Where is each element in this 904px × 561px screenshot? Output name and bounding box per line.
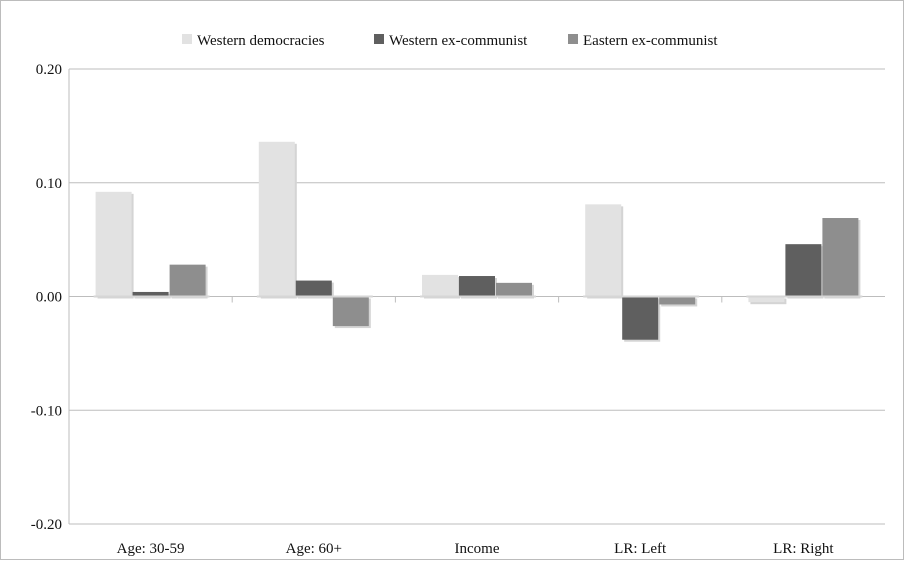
bar: [785, 244, 822, 297]
bar: [332, 296, 369, 327]
legend: Western democracies Western ex-communist E…: [182, 33, 718, 49]
bar: [132, 291, 169, 297]
bar: [622, 296, 659, 340]
bar: [258, 141, 295, 297]
x-tick-labels: Age: 30-59 Age: 60+ Income LR: Left LR: Righ…: [117, 541, 835, 557]
y-tick-label: -0.10: [31, 403, 62, 419]
bar: [422, 274, 458, 297]
y-tick-label: 0.00: [36, 290, 62, 306]
legend-label: Eastern ex-communist: [583, 33, 718, 49]
x-tick-label: Age: 30-59: [117, 541, 185, 557]
y-tick-labels: 0.20 0.10 0.00 -0.10 -0.20: [31, 62, 62, 533]
x-tick-label: Income: [455, 541, 500, 557]
legend-swatch: [568, 34, 578, 44]
legend-swatch: [182, 34, 192, 44]
bar: [822, 218, 859, 297]
legend-label: Western ex-communist: [389, 33, 528, 49]
bars: [93, 141, 863, 342]
bar: [585, 204, 622, 297]
legend-label: Western democracies: [197, 33, 325, 49]
y-tick-label: 0.20: [36, 62, 62, 78]
bar: [748, 296, 785, 303]
bar: [659, 296, 696, 305]
x-tick-label: LR: Left: [614, 541, 667, 557]
legend-swatch: [374, 34, 384, 44]
bar: [95, 191, 132, 297]
x-tick-label: Age: 60+: [286, 541, 342, 557]
bar: [459, 276, 495, 297]
bar: [496, 282, 532, 297]
bar: [295, 280, 332, 297]
y-tick-label: -0.20: [31, 517, 62, 533]
y-tick-label: 0.10: [36, 176, 62, 192]
x-tick-label: LR: Right: [773, 541, 834, 557]
bar: [169, 264, 206, 297]
